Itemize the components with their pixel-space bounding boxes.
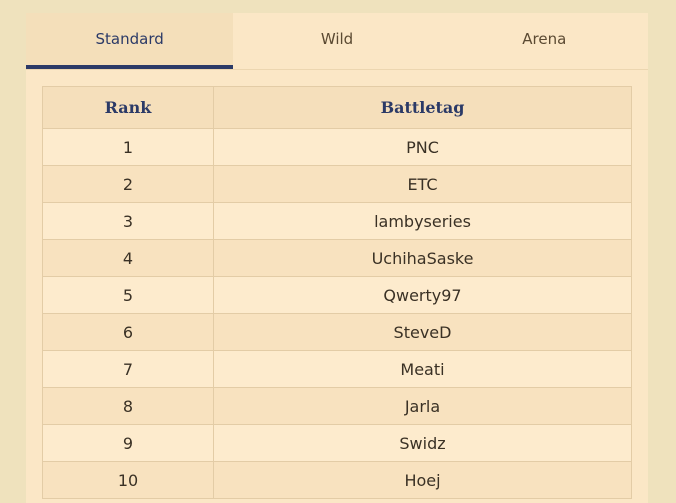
battletag-cell: PNC [213,128,632,166]
rank-cell: 3 [42,202,214,240]
tab[interactable]: Wild [320,30,354,48]
battletag-cell: UchihaSaske [213,239,632,277]
battletag-cell: SteveD [213,313,632,351]
tab[interactable]: Standard [26,13,234,69]
table-row: 1 PNC [42,128,632,166]
leaderboard-panel: Standard Wild Arena Rank Battletag 1 PNC 2… [26,13,648,503]
battletag-cell: ETC [213,165,632,203]
rank-cell: 10 [42,461,214,499]
table-row: 8 Jarla [42,387,632,425]
table-row: 4 UchihaSaske [42,239,632,277]
table-row: 9 Swidz [42,424,632,462]
table-row: 3 lambyseries [42,202,632,240]
leaderboard-table: Rank Battletag 1 PNC 2 ETC 3 lambyseries 4 Uchi… [42,86,632,499]
rank-cell: 5 [42,276,214,314]
rank-cell: 1 [42,128,214,166]
battletag-cell: Meati [213,350,632,388]
table-row: 7 Meati [42,350,632,388]
battletag-cell: lambyseries [213,202,632,240]
tab[interactable]: Arena [522,30,567,48]
rank-cell: 2 [42,165,214,203]
table-row: 2 ETC [42,165,632,203]
battletag-cell: Hoej [213,461,632,499]
battletag-cell: Jarla [213,387,632,425]
table-row: 6 SteveD [42,313,632,351]
tab-bar: Standard Wild Arena [26,13,648,70]
battletag-cell: Qwerty97 [213,276,632,314]
header-row: Rank Battletag [42,86,632,129]
table-row: 5 Qwerty97 [42,276,632,314]
rank-cell: 6 [42,313,214,351]
table-row: 10 Hoej [42,461,632,499]
battletag-cell: Swidz [213,424,632,462]
column-header: Rank [42,86,214,129]
rank-cell: 8 [42,387,214,425]
rank-cell: 4 [42,239,214,277]
column-header: Battletag [213,86,632,129]
rank-cell: 7 [42,350,214,388]
rank-cell: 9 [42,424,214,462]
